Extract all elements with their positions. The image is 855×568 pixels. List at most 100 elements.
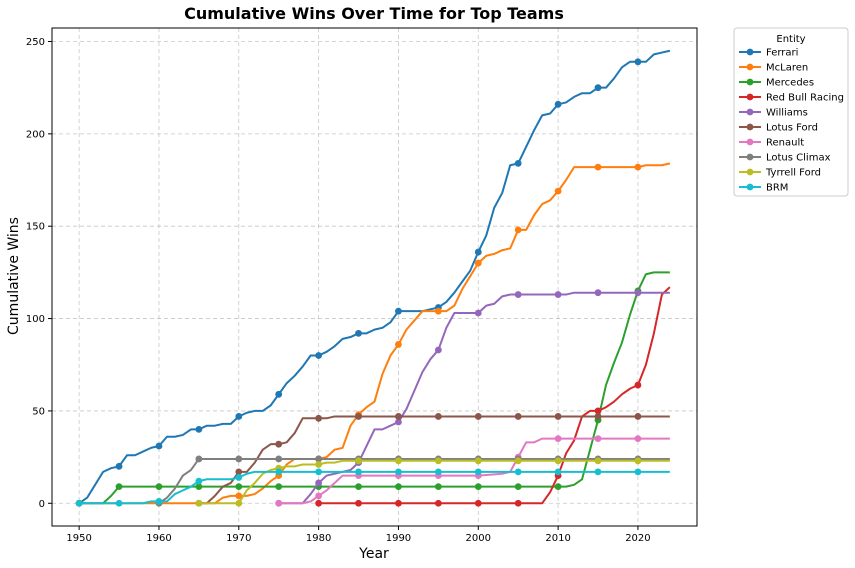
y-tick-label: 250 (26, 37, 45, 48)
data-point (395, 413, 402, 420)
data-point (634, 435, 642, 443)
data-point (434, 413, 442, 420)
x-tick-label: 1990 (386, 533, 411, 544)
legend-swatch-marker (746, 48, 754, 56)
data-point (235, 492, 243, 500)
data-point (195, 425, 203, 433)
legend-swatch-marker (746, 108, 754, 116)
y-tick-label: 150 (26, 222, 45, 233)
data-point (554, 435, 562, 443)
data-point (634, 58, 642, 66)
data-point (594, 407, 602, 415)
legend-label: Lotus Ford (766, 123, 818, 134)
data-point (275, 440, 283, 448)
series-line (318, 286, 671, 505)
data-point (554, 291, 562, 298)
data-point (355, 329, 362, 337)
legend-label: McLaren (766, 63, 808, 74)
data-point (395, 307, 402, 315)
legend-item: Lotus Ford (739, 123, 818, 134)
data-point (355, 499, 362, 507)
data-point (554, 413, 562, 420)
legend-swatch-marker (746, 168, 754, 176)
data-point (395, 341, 402, 348)
chart-title: Cumulative Wins Over Time for Top Teams (184, 4, 564, 23)
series-tyrrell-ford (195, 457, 670, 507)
data-point (315, 461, 323, 468)
legend-label: Mercedes (766, 78, 814, 89)
legend-swatch-marker (746, 93, 754, 101)
data-point (634, 413, 642, 420)
data-point (634, 468, 642, 476)
data-point (634, 289, 642, 297)
data-point (514, 226, 522, 234)
series-line (198, 459, 670, 505)
legend-label: Ferrari (766, 48, 798, 59)
data-point (434, 307, 442, 315)
data-point (235, 413, 243, 420)
data-point (315, 479, 323, 487)
data-point (434, 468, 442, 476)
y-axis-ticks: 0 50 100 150 200 250 (26, 37, 52, 510)
x-tick-label: 1960 (146, 533, 171, 544)
y-axis-label: Cumulative Wins (6, 217, 22, 335)
data-point (395, 468, 402, 476)
legend-item: McLaren (739, 63, 808, 74)
x-tick-label: 2010 (545, 533, 570, 544)
legend-label: Renault (766, 138, 804, 149)
data-point (235, 455, 243, 463)
data-point (634, 381, 642, 389)
data-point (474, 413, 482, 420)
data-point (195, 499, 203, 507)
data-point (434, 483, 442, 491)
legend-item: Williams (739, 108, 808, 119)
data-point (275, 390, 283, 398)
legend-label: Lotus Climax (766, 153, 831, 164)
data-point (155, 483, 163, 491)
legend-label: Tyrrell Ford (765, 168, 821, 179)
series-line (79, 162, 671, 505)
x-tick-label: 1970 (226, 533, 251, 544)
data-point (235, 499, 243, 507)
legend-item: Ferrari (739, 48, 798, 59)
legend-item: Tyrrell Ford (739, 168, 821, 179)
data-point (75, 499, 83, 507)
data-point (395, 418, 402, 426)
legend-item: Renault (739, 138, 804, 149)
data-point (554, 100, 562, 108)
data-point (115, 462, 123, 470)
legend-swatch-marker (746, 138, 754, 146)
data-point (115, 499, 123, 507)
data-point (634, 457, 642, 465)
legend-swatch-marker (746, 153, 754, 161)
x-tick-label: 2020 (625, 533, 650, 544)
data-point (315, 492, 323, 500)
x-axis-ticks: 1950 1960 1970 1980 1990 2000 2010 2020 (66, 526, 651, 544)
data-point (514, 413, 522, 420)
data-point (554, 457, 562, 465)
legend-swatch-marker (746, 78, 754, 86)
data-point (514, 499, 522, 507)
data-point (315, 352, 323, 359)
legend-label: BRM (766, 183, 788, 194)
legend-label: Williams (766, 108, 808, 119)
series-mclaren (75, 162, 671, 507)
data-point (315, 468, 323, 476)
legend-item: BRM (739, 183, 788, 194)
data-point (195, 477, 203, 485)
data-point (474, 457, 482, 465)
data-point (315, 455, 323, 463)
legend-box (733, 27, 849, 197)
data-point (554, 483, 562, 491)
legend-swatch-marker (746, 123, 754, 131)
data-point (594, 435, 602, 443)
y-tick-label: 50 (32, 406, 45, 417)
data-point (235, 483, 243, 491)
series-line (79, 470, 670, 505)
data-point (474, 468, 482, 476)
x-tick-label: 2000 (466, 533, 491, 544)
data-point (315, 499, 323, 507)
legend-title: Entity (776, 34, 805, 45)
data-point (195, 483, 203, 491)
data-point (474, 248, 482, 256)
